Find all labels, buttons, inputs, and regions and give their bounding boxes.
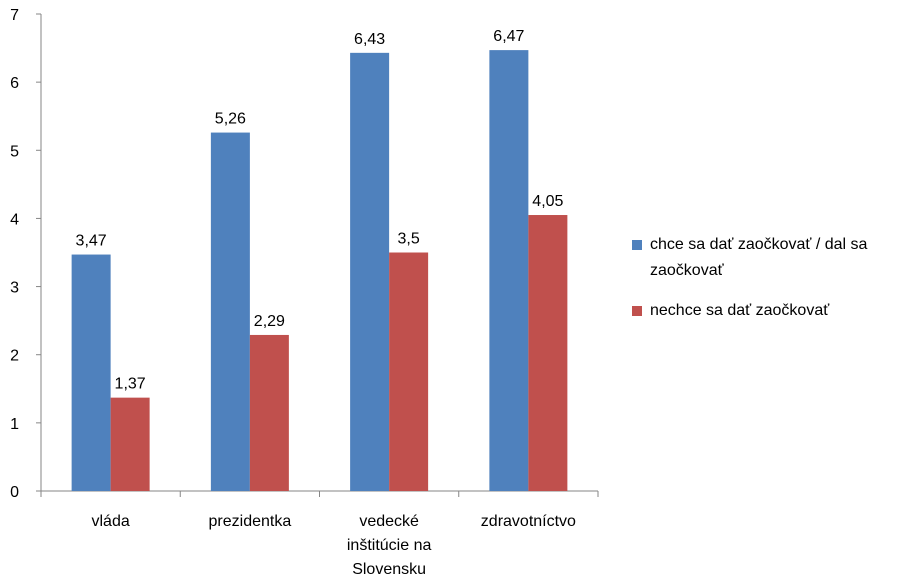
x-category-label: vedecké — [359, 513, 419, 530]
legend-item-vaccinated: chce sa dať zaočkovať / dal sa zaočkovať — [632, 232, 900, 284]
y-tick-label: 4 — [10, 211, 19, 228]
x-category-label: prezidentka — [209, 513, 292, 530]
data-label: 6,43 — [354, 31, 385, 48]
data-label: 2,29 — [254, 313, 285, 330]
legend-swatch-not-vaccinated — [632, 306, 642, 316]
y-tick-label: 5 — [10, 143, 19, 160]
x-category-label: zdravotníctvo — [481, 513, 576, 530]
data-label: 1,37 — [115, 376, 146, 393]
y-tick-label: 7 — [10, 7, 19, 24]
x-category-label: Slovensku — [352, 561, 426, 578]
bar-vaccinated — [211, 133, 250, 491]
legend-label-not-vaccinated: nechce sa dať zaočkovať — [650, 298, 829, 324]
data-label: 6,47 — [493, 28, 524, 45]
data-label: 4,05 — [532, 193, 563, 210]
bar-not-vaccinated — [250, 335, 289, 491]
bar-not-vaccinated — [111, 398, 150, 491]
legend-label-vaccinated: chce sa dať zaočkovať / dal sa zaočkovať — [650, 232, 867, 284]
data-label: 3,47 — [76, 233, 107, 250]
data-label: 5,26 — [215, 111, 246, 128]
y-tick-label: 3 — [10, 280, 19, 297]
bar-vaccinated — [489, 50, 528, 491]
legend-swatch-vaccinated — [632, 240, 642, 250]
x-category-label: vláda — [92, 513, 130, 530]
y-tick-label: 1 — [10, 416, 19, 433]
bar-vaccinated — [72, 255, 111, 491]
data-label: 3,5 — [398, 231, 420, 248]
bar-vaccinated — [350, 53, 389, 491]
legend-item-not-vaccinated: nechce sa dať zaočkovať — [632, 298, 900, 324]
legend: chce sa dať zaočkovať / dal sa zaočkovať… — [632, 232, 900, 338]
bar-not-vaccinated — [389, 253, 428, 492]
y-tick-label: 2 — [10, 348, 19, 365]
y-tick-label: 0 — [10, 484, 19, 501]
bar-not-vaccinated — [528, 215, 567, 491]
x-category-label: inštitúcie na — [347, 537, 432, 554]
y-tick-label: 6 — [10, 75, 19, 92]
